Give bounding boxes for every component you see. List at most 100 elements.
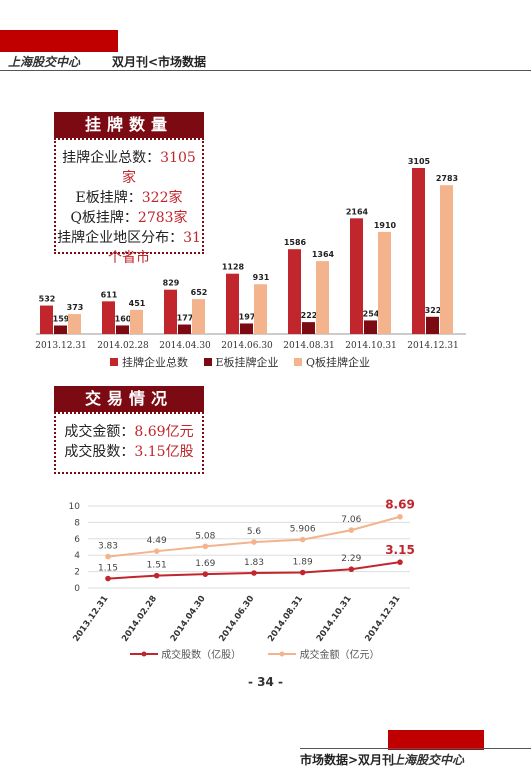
bar-1-5 [364,320,377,334]
legend-total: 挂牌企业总数 [110,354,188,370]
point-label-0-1: 1.51 [147,561,167,571]
legend-e: E板挂牌企业 [203,354,279,370]
bar-2-2 [192,299,205,334]
bar-tick-2: 2014.04.30 [159,341,211,351]
point-1-5 [348,527,355,533]
bar-0-1 [102,301,115,334]
bar-label-2-6: 2783 [436,174,458,183]
header-logo: 上海股交中心 [8,55,81,69]
bar-label-2-3: 931 [253,273,270,282]
xtick-0: 2013.12.31 [71,594,110,644]
bar-label-2-0: 373 [67,303,84,312]
point-1-2 [202,543,209,550]
header-title: 双月刊<市场数据 [112,55,207,69]
point-0-3 [251,570,257,576]
bar-label-1-6: 322 [425,306,442,315]
ytick-5: 10 [69,502,81,512]
xtick-5: 2014.10.31 [315,594,354,644]
trade-box-body: 成交金额：8.69亿元 成交股数：3.15亿股 [54,412,204,474]
point-0-4 [299,569,306,576]
listing-box-body: 挂牌企业总数：3105家 E板挂牌：322家 Q板挂牌：2783家 挂牌企业地区… [54,138,204,266]
line-chart-legend: 成交股数（亿股） 成交金额（亿元） [130,646,392,661]
xtick-6: 2014.12.31 [363,594,402,644]
bar-label-1-5: 254 [363,309,380,318]
point-0-5 [348,566,355,573]
bar-label-0-6: 3105 [408,157,431,166]
listing-line-total: 挂牌企业总数：3105家 [62,150,196,186]
xtick-1: 2014.02.28 [120,594,159,644]
bar-label-0-4: 1586 [284,238,307,247]
bar-1-6 [426,316,439,334]
header-divider [0,70,531,71]
bar-label-0-0: 532 [39,295,56,304]
bar-tick-4: 2014.08.31 [283,341,335,351]
point-label-1-2: 5.08 [195,531,215,541]
listing-line-region: 挂牌企业地区分布：31 [57,230,201,246]
listing-box-title: 挂牌数量 [54,112,204,138]
bar-tick-0: 2013.12.31 [35,341,87,351]
xtick-4: 2014.08.31 [266,594,305,644]
bar-label-1-2: 177 [177,314,194,323]
bar-label-0-5: 2164 [346,207,369,216]
ytick-4: 8 [74,518,80,528]
bar-2-5 [378,231,391,334]
point-label-1-6: 8.69 [385,498,415,512]
bar-label-2-1: 451 [129,299,146,308]
ytick-1: 2 [74,568,80,578]
bar-label-0-1: 611 [101,290,118,299]
point-label-1-0: 3.83 [98,542,118,552]
bar-1-1 [116,325,129,334]
bar-2-6 [440,185,453,334]
point-1-0 [105,553,111,560]
listing-line-region-cont: 个省市 [108,250,150,266]
bar-label-0-2: 829 [163,279,180,288]
listing-line-e: E板挂牌：322家 [75,190,183,206]
bar-tick-3: 2014.06.30 [221,341,273,351]
bar-1-2 [178,324,191,334]
footer-divider [300,748,531,749]
point-label-0-4: 1.89 [293,558,313,568]
ytick-3: 6 [74,535,80,545]
xtick-3: 2014.06.30 [217,594,256,644]
footer-title: 市场数据>双月刊 [300,753,395,767]
point-label-1-3: 5.6 [247,527,262,537]
legend-shares: 成交股数（亿股） [130,646,241,661]
bar-1-3 [240,323,253,334]
bar-1-4 [302,322,315,334]
point-label-0-3: 1.83 [244,558,264,568]
point-0-1 [153,572,160,579]
bar-chart-legend: 挂牌企业总数 E板挂牌企业 Q板挂牌企业 [110,354,382,370]
point-0-2 [202,571,209,577]
trade-box-title: 交易情况 [54,386,204,412]
point-label-0-2: 1.69 [195,559,215,569]
bar-0-4 [288,249,301,334]
point-1-3 [251,539,257,545]
bar-tick-5: 2014.10.31 [345,341,397,351]
point-0-6 [397,559,403,565]
trade-line-shares: 成交股数：3.15亿股 [64,444,194,460]
bar-2-0 [68,314,81,334]
listing-bar-chart: 532 159 373 2013.12.31 611 160 451 2014.02.28 82… [35,157,466,351]
header-red-bar [0,30,118,52]
bar-2-1 [130,309,143,334]
legend-amount: 成交金额（亿元） [268,646,380,661]
point-0-0 [105,575,111,582]
bar-label-2-4: 1364 [312,250,335,259]
point-label-0-0: 1.15 [98,564,118,574]
footer-red-bar [388,730,484,750]
point-1-6 [397,513,403,520]
legend-q: Q板挂牌企业 [294,354,370,370]
ytick-2: 4 [74,551,80,561]
point-1-1 [153,548,160,554]
bar-tick-6: 2014.12.31 [407,341,459,351]
bar-0-2 [164,289,177,334]
footer-logo: 上海股交中心 [392,753,465,767]
bar-label-1-0: 159 [53,314,70,323]
bar-label-1-4: 222 [301,311,318,320]
bar-2-4 [316,261,329,334]
point-label-0-5: 2.29 [341,554,361,564]
bar-1-0 [54,325,67,334]
bar-0-3 [226,273,239,334]
point-label-1-1: 4.49 [147,536,167,546]
listing-line-q: Q板挂牌：2783家 [70,210,188,226]
